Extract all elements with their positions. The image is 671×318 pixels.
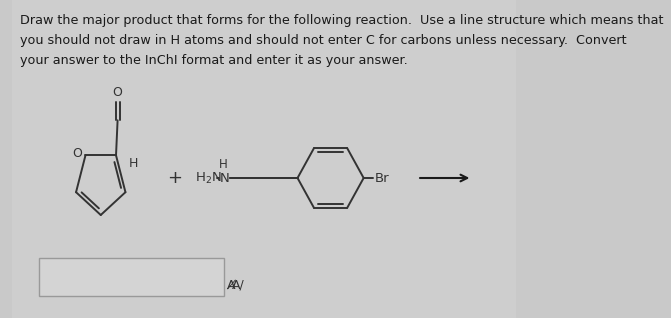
Text: Draw the major product that forms for the following reaction.  Use a line struct: Draw the major product that forms for th… xyxy=(19,14,663,27)
Text: H: H xyxy=(129,157,138,170)
Text: N: N xyxy=(219,171,229,184)
Text: you should not draw in H atoms and should not enter C for carbons unless necessa: you should not draw in H atoms and shoul… xyxy=(19,34,626,47)
Text: +: + xyxy=(167,169,183,187)
Text: A̸: A̸ xyxy=(228,279,236,292)
Text: O: O xyxy=(113,86,123,99)
Text: H: H xyxy=(218,158,227,171)
Text: A/: A/ xyxy=(232,279,245,292)
Text: Br: Br xyxy=(374,171,389,184)
Text: your answer to the InChI format and enter it as your answer.: your answer to the InChI format and ente… xyxy=(19,54,407,67)
Text: O: O xyxy=(72,147,83,160)
Bar xyxy=(40,258,224,296)
Text: H$_2$N: H$_2$N xyxy=(195,170,222,185)
